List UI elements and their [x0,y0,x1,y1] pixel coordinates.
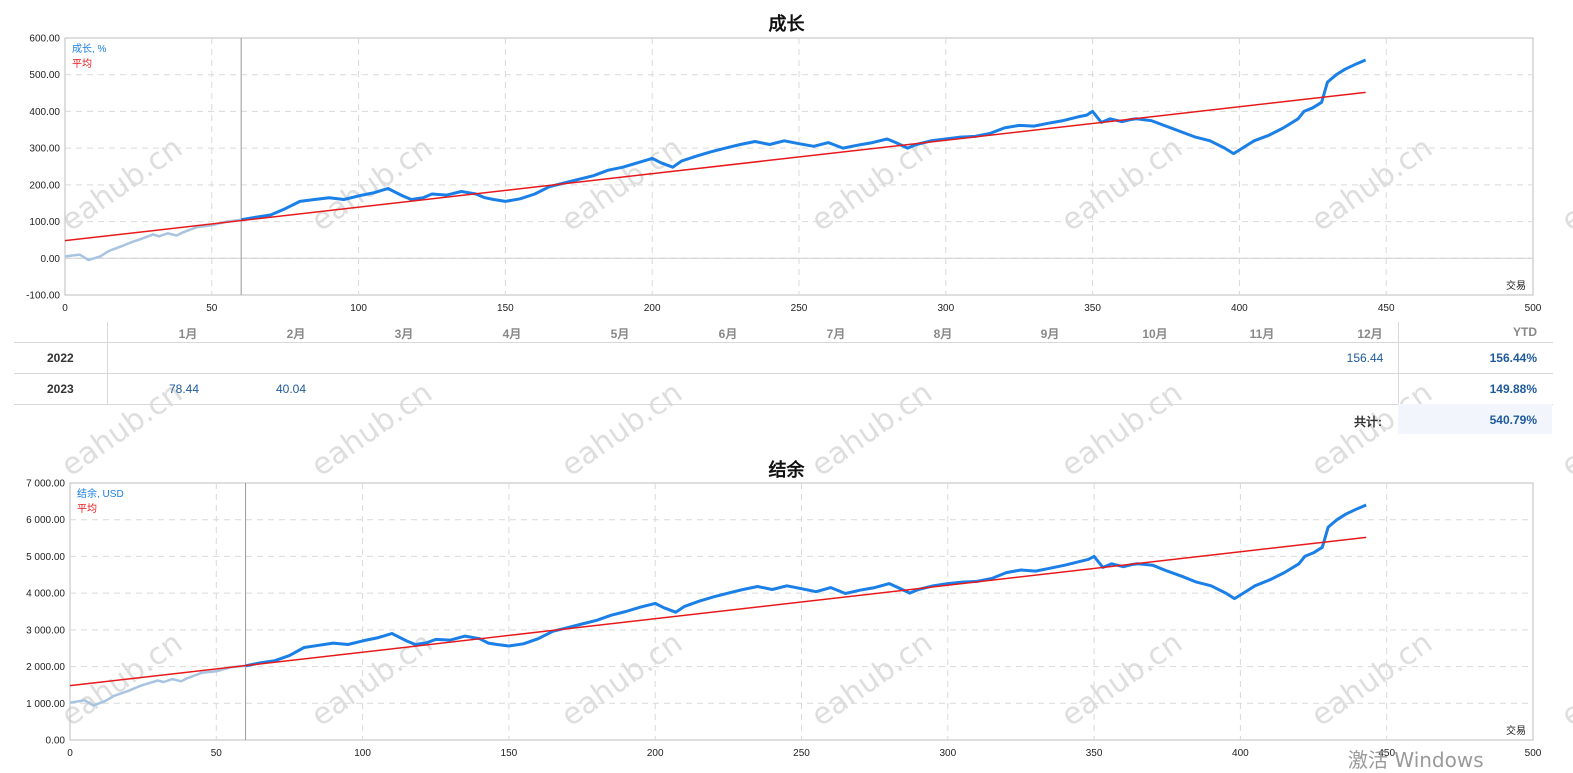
total-value: 540.79% [1489,413,1537,427]
legend-series: 成长, % [72,43,107,55]
x-axis-label: 交易 [1506,279,1526,292]
month-header: 10月 [1142,327,1168,341]
month-header: 7月 [826,327,846,341]
x-tick-label: 400 [1232,748,1249,759]
month-header: 8月 [933,327,953,341]
x-tick-label: 0 [67,748,73,759]
month-header: 12月 [1357,327,1383,341]
series-line-early [64,218,242,262]
month-header: 9月 [1040,327,1060,341]
year-label: 2023 [47,382,74,396]
ytd-value: 156.44% [1489,351,1537,365]
x-tick-label: 500 [1525,748,1542,759]
x-tick-label: 200 [644,303,661,314]
y-tick-label: 7 000.00 [26,479,65,490]
month-value: 78.44 [168,382,200,396]
legend-average: 平均 [77,503,97,515]
x-tick-label: 50 [206,303,218,314]
x-tick-label: 350 [1086,748,1103,759]
legend-series: 结余, USD [77,487,124,500]
x-tick-label: 100 [354,748,371,759]
y-tick-label: 5 000.00 [26,552,65,563]
month-header: 4月 [502,327,522,341]
y-tick-label: 2 000.00 [26,662,65,673]
growth-chart-title: 成长 [768,14,805,34]
x-tick-label: 350 [1084,303,1101,314]
month-header: 1月 [178,327,198,341]
ytd-header: YTD [1513,325,1537,339]
x-tick-label: 150 [501,748,518,759]
growth-chart: -100.00 0.00 100.00 200.00 300.00 400.00 500.0… [26,34,1542,315]
table-divider [14,373,1553,374]
table-divider [1398,322,1399,434]
table-divider [14,342,1553,343]
month-header: 5月 [610,327,630,341]
month-header: 2月 [286,327,306,341]
series-line-early [69,664,246,707]
x-axis-label: 交易 [1506,724,1526,737]
y-tick-label: 100.00 [29,217,60,228]
x-tick-label: 200 [647,748,664,759]
y-tick-label: -100.00 [26,291,60,302]
x-tick-label: 300 [937,303,954,314]
year-label: 2022 [47,351,74,365]
x-tick-label: 150 [497,303,514,314]
x-tick-label: 250 [791,303,808,314]
y-tick-label: 500.00 [29,70,60,81]
legend-average: 平均 [72,58,92,70]
x-tick-label: 50 [211,748,223,759]
month-header: 11月 [1249,327,1275,341]
y-tick-label: 1 000.00 [26,699,65,710]
y-tick-label: 0.00 [41,254,61,265]
x-tick-label: 400 [1231,303,1248,314]
total-label: 共计: [1354,415,1382,429]
balance-chart-title: 结余 [768,460,805,480]
y-tick-label: 400.00 [29,107,60,118]
series-line [245,503,1367,668]
total-cell [1398,404,1552,434]
x-tick-label: 100 [350,303,367,314]
average-line [69,536,1367,687]
x-tick-label: 300 [939,748,956,759]
table-divider [107,322,108,404]
y-tick-label: 0.00 [46,736,66,747]
windows-activation-notice: 激活 Windows [1348,748,1484,772]
ytd-value: 149.88% [1489,382,1537,396]
x-tick-label: 250 [793,748,810,759]
month-value: 156.44 [1346,351,1384,365]
monthly-returns-table: 1月 2月 3月 4月 5月 6月 7月 8月 9月 10月 11月 12月 YTD 2022 156… [0,318,1573,438]
month-header: 3月 [394,327,414,341]
table-divider [14,404,1553,405]
month-value: 40.04 [275,382,307,396]
x-tick-label: 500 [1525,303,1542,314]
y-tick-label: 3 000.00 [26,625,65,636]
y-tick-label: 300.00 [29,144,60,155]
x-tick-label: 0 [62,303,68,314]
average-line [64,91,1366,242]
y-tick-label: 6 000.00 [26,515,65,526]
x-tick-label: 450 [1378,748,1395,759]
y-tick-label: 200.00 [29,180,60,191]
y-tick-label: 4 000.00 [26,589,65,600]
month-header: 6月 [718,327,738,341]
series-line [240,58,1367,222]
y-tick-label: 600.00 [29,34,60,45]
x-tick-label: 450 [1378,303,1395,314]
